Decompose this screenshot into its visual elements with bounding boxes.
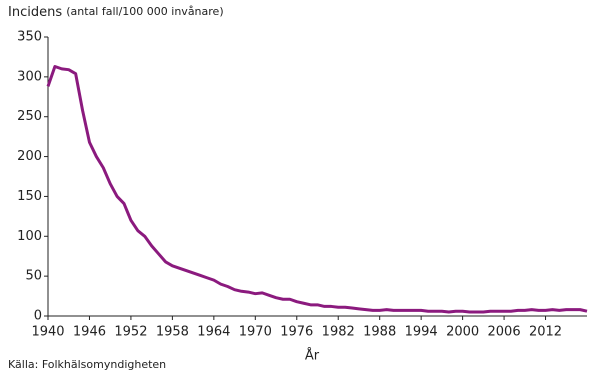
x-tick-label: 1940 [31, 325, 64, 340]
x-tick-label: 1970 [239, 325, 272, 340]
y-tick-label: 300 [17, 69, 42, 84]
line [46, 64, 588, 314]
x-tick-label: 1964 [197, 325, 230, 340]
y-tick-label: 0 [34, 309, 42, 324]
y-tick-label: 350 [17, 30, 42, 45]
source: Källa: Folkhälsomyndigheten [8, 358, 166, 371]
chart-title: Incidens (antal fall/100 000 invånare) [8, 5, 224, 20]
x-tick-label: 1994 [405, 325, 438, 340]
x-tick-label: 1982 [322, 325, 355, 340]
x-tick-label: 1952 [114, 325, 147, 340]
x-tick-label: 2012 [529, 325, 562, 340]
x-tick-label: 1946 [73, 325, 106, 340]
y-tick-label: 50 [25, 269, 42, 284]
y-tick-label: 100 [17, 229, 42, 244]
y-tick-label: 150 [17, 189, 42, 204]
y-tick-label: 250 [17, 109, 42, 124]
y-tick-label: 200 [17, 149, 42, 164]
x-tick-label: 2006 [488, 325, 521, 340]
x-tick-label: 2000 [446, 325, 479, 340]
x-tick-label: 1976 [280, 325, 313, 340]
subtitle: (antal fall/100 000 invånare) [66, 5, 223, 18]
title: Incidens [8, 5, 62, 20]
x-tick-label: 1988 [363, 325, 396, 340]
x-axis-label: År [305, 348, 320, 364]
x-tick-label: 1958 [156, 325, 189, 340]
